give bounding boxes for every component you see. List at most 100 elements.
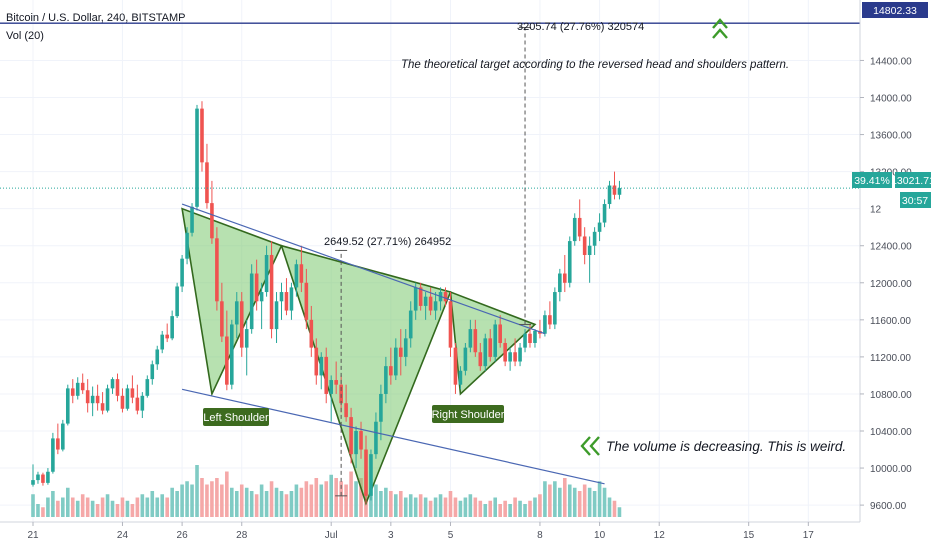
symbol-title[interactable]: Bitcoin / U.S. Dollar, 240, BITSTAMP — [6, 12, 186, 24]
candle-body — [597, 222, 602, 232]
lower-trendline — [181, 388, 605, 485]
volume-bar — [567, 484, 572, 517]
volume-bar — [170, 487, 174, 517]
volume-bar — [264, 491, 269, 517]
volume-bar — [543, 481, 547, 517]
price-tick-label: 11200.00 — [870, 353, 911, 364]
candle-body — [299, 264, 304, 283]
candle-body — [249, 273, 254, 330]
top-line-price-badge: 14802.33 — [862, 2, 928, 18]
candle-body — [508, 352, 512, 362]
candle-body — [478, 352, 483, 367]
candle-body — [56, 438, 60, 450]
candle-body — [215, 238, 219, 302]
volume-bar — [36, 504, 40, 517]
candle-body — [165, 334, 169, 339]
candle-body — [617, 188, 622, 195]
price-tick-label: 9600.00 — [870, 501, 907, 512]
candle-body — [65, 388, 70, 424]
candle-body — [75, 382, 80, 396]
volume-bar — [205, 484, 209, 517]
time-tick-label: 8 — [537, 530, 543, 541]
volume-bar — [473, 497, 478, 517]
time-tick-label: 28 — [236, 530, 248, 541]
target-measure-label: 3205.74 (27.76%) 320574 — [517, 21, 644, 33]
volume-bar — [274, 487, 279, 517]
volume-bar — [75, 500, 80, 517]
volume-bar — [508, 504, 512, 517]
head-and-shoulders-pattern — [181, 207, 537, 506]
svg-text:30:57: 30:57 — [902, 195, 928, 207]
left-shoulder-label[interactable]: Left Shoulder — [203, 408, 269, 426]
volume-bar — [85, 497, 90, 517]
volume-bar — [389, 491, 393, 517]
candle-body — [95, 395, 100, 404]
candle-body — [225, 336, 229, 385]
volume-bar — [483, 504, 488, 517]
volume-indicator-label[interactable]: Vol (20) — [6, 30, 44, 42]
volume-bar — [150, 491, 155, 517]
candle-body — [488, 338, 493, 357]
candle-body — [85, 390, 90, 404]
candle-body — [384, 366, 388, 394]
volume-bar — [488, 500, 493, 517]
volume-bar — [374, 484, 378, 517]
price-axis[interactable]: 9600.00 10000.00 10400.00 10800.00 11200.00 1… — [859, 0, 932, 522]
volume-bar — [413, 497, 418, 517]
candle-body — [125, 388, 130, 409]
left-shoulder-text: Left Shoulder — [203, 412, 269, 424]
candle-body — [155, 349, 160, 365]
volume-bar — [324, 481, 329, 517]
candle-body — [607, 185, 612, 205]
volume-bar — [51, 491, 55, 517]
candle-body — [160, 334, 165, 350]
volume-bar — [314, 478, 319, 517]
price-tick-label: 10800.00 — [870, 390, 912, 401]
candle-body — [553, 292, 557, 325]
price-tick-label: 14400.00 — [870, 56, 912, 67]
candle-body — [483, 338, 488, 367]
candle-body — [135, 397, 140, 411]
volume-bar — [553, 481, 557, 517]
volume-bar — [423, 497, 428, 517]
candle-body — [70, 388, 75, 396]
candle-body — [145, 379, 150, 396]
candle-body — [523, 333, 527, 348]
volume-bar — [210, 481, 214, 517]
candle-body — [110, 379, 115, 389]
volume-bar — [56, 500, 60, 517]
price-tick-label: 13600.00 — [870, 131, 912, 142]
volume-bar — [438, 494, 443, 517]
volume-bar — [180, 484, 184, 517]
candle-body — [120, 395, 125, 409]
candle-body — [41, 474, 45, 483]
time-tick-label: 5 — [448, 530, 454, 541]
right-shoulder-label[interactable]: Right Shoulder — [432, 405, 505, 423]
volume-bar — [359, 478, 363, 517]
time-tick-label: 17 — [803, 530, 815, 541]
candle-body — [220, 301, 224, 337]
volume-bar — [398, 491, 403, 517]
candle-body — [170, 316, 174, 339]
volume-bar — [453, 497, 458, 517]
volume-bar — [200, 478, 204, 517]
candle-body — [46, 471, 50, 483]
candle-body — [329, 380, 333, 394]
candle-body — [90, 395, 95, 404]
volume-bar — [140, 494, 145, 517]
time-tick-label: 21 — [27, 530, 39, 541]
time-axis[interactable]: 21 24 26 28 Jul 3 5 8 10 12 15 17 — [0, 521, 932, 550]
candle-body — [309, 319, 314, 348]
candle-body — [498, 324, 502, 343]
candle-body — [284, 292, 289, 311]
volume-bar — [105, 494, 110, 517]
volume-bar — [195, 465, 199, 517]
volume-bar — [165, 497, 169, 517]
volume-bar — [418, 494, 423, 517]
current-percent-badge: 39.41% — [852, 172, 892, 188]
candle-body — [359, 430, 363, 450]
time-tick-label: 10 — [594, 530, 606, 541]
volume-bar — [130, 504, 135, 517]
candle-body — [513, 352, 517, 362]
